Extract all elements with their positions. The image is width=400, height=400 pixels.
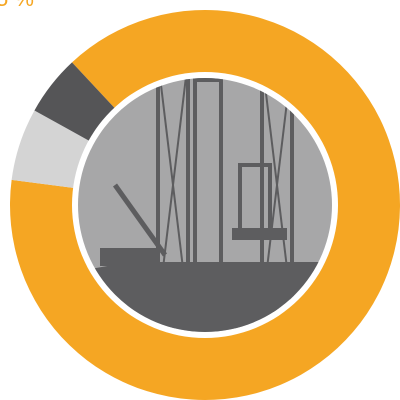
chart: 5 % bbox=[0, 0, 400, 400]
annotation: 5 % bbox=[0, 0, 34, 11]
page: 5 % (() => { const data = JSON.parse(doc… bbox=[0, 0, 400, 400]
